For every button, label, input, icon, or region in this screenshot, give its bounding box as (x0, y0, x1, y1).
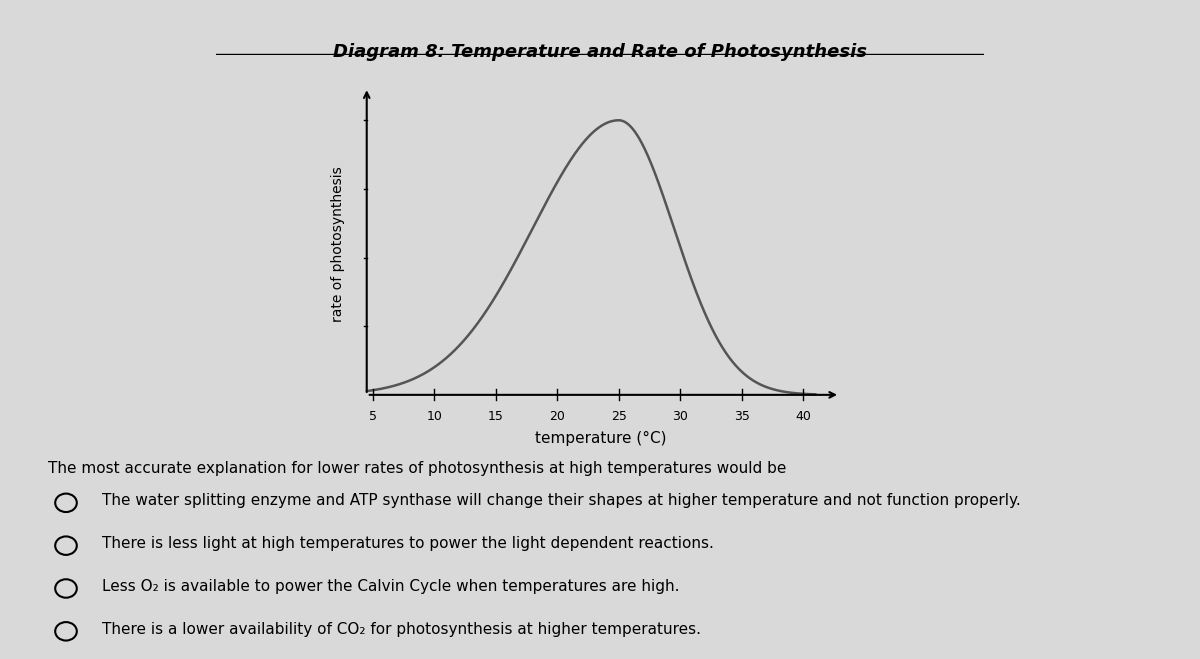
Text: 5: 5 (368, 410, 377, 423)
Text: 10: 10 (426, 410, 443, 423)
Text: rate of photosynthesis: rate of photosynthesis (331, 166, 346, 322)
Text: There is a lower availability of CO₂ for photosynthesis at higher temperatures.: There is a lower availability of CO₂ for… (102, 622, 701, 637)
Text: Less O₂ is available to power the Calvin Cycle when temperatures are high.: Less O₂ is available to power the Calvin… (102, 579, 679, 594)
Text: The water splitting enzyme and ATP synthase will change their shapes at higher t: The water splitting enzyme and ATP synth… (102, 494, 1021, 508)
Text: 40: 40 (796, 410, 811, 423)
Text: The most accurate explanation for lower rates of photosynthesis at high temperat: The most accurate explanation for lower … (48, 461, 786, 476)
Text: 25: 25 (611, 410, 626, 423)
Text: 15: 15 (488, 410, 504, 423)
Text: 30: 30 (672, 410, 688, 423)
Text: 20: 20 (550, 410, 565, 423)
Text: There is less light at high temperatures to power the light dependent reactions.: There is less light at high temperatures… (102, 536, 714, 551)
Text: temperature (°C): temperature (°C) (534, 430, 666, 445)
Text: Diagram 8: Temperature and Rate of Photosynthesis: Diagram 8: Temperature and Rate of Photo… (334, 43, 866, 61)
Text: 35: 35 (733, 410, 750, 423)
